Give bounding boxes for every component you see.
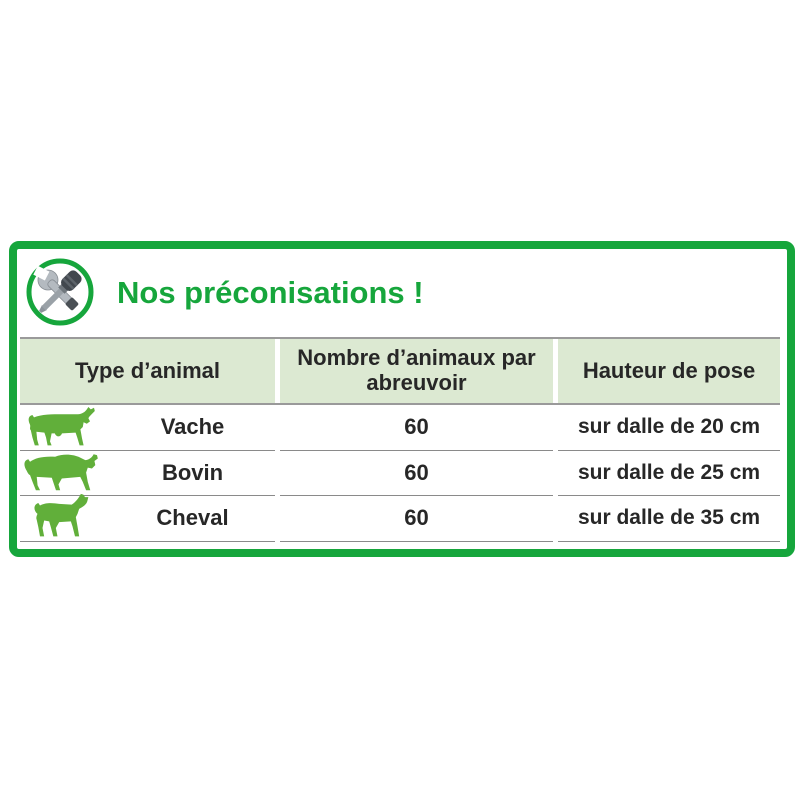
cell-animal-count: 60 [280, 496, 553, 542]
animal-name: Cheval [156, 505, 229, 531]
animal-name: Bovin [161, 459, 224, 485]
table-header-row: Type d’animal Nombre d’animaux par abreu… [20, 337, 780, 405]
cell-install-height: sur dalle de 25 cm [558, 451, 780, 496]
cell-animal-count: 60 [280, 405, 553, 451]
bull-icon [20, 450, 102, 492]
tools-icon [25, 257, 95, 327]
table-row-cheval: Cheval 60 sur dalle de 35 cm [20, 493, 780, 542]
cell-animal-type: Cheval [20, 493, 275, 542]
column-header-animal-type: Type d’animal [20, 339, 275, 403]
animal-name: Vache [160, 414, 225, 440]
cell-animal-count: 60 [280, 451, 553, 496]
recommendations-table: Type d’animal Nombre d’animaux par abreu… [20, 337, 780, 542]
cell-install-height: sur dalle de 35 cm [558, 496, 780, 542]
table-row-bovin: Bovin 60 sur dalle de 25 cm [20, 450, 780, 496]
panel-title: Nos préconisations ! [117, 274, 424, 310]
horse-icon [30, 493, 90, 538]
cell-animal-type: Vache [20, 405, 275, 451]
screwdriver-icon [39, 270, 82, 313]
panel-header: Nos préconisations ! [25, 257, 424, 327]
cow-icon [23, 406, 101, 447]
recommendations-panel: Nos préconisations ! Type d’animal Nombr… [9, 241, 795, 557]
column-header-install-height: Hauteur de pose [558, 339, 780, 403]
column-header-animals-per-trough: Nombre d’animaux par abreuvoir [280, 339, 553, 403]
cell-install-height: sur dalle de 20 cm [558, 405, 780, 451]
cell-animal-type: Bovin [20, 450, 275, 496]
table-row-vache: Vache 60 sur dalle de 20 cm [20, 405, 780, 451]
